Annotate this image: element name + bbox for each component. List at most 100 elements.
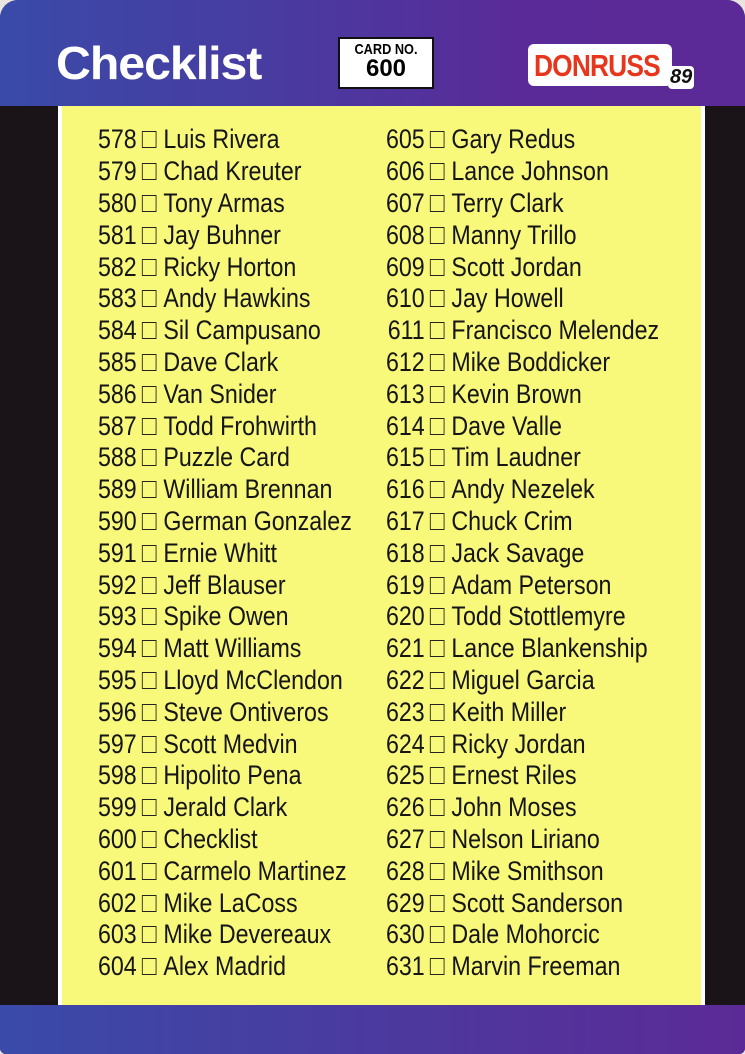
card-number: 582 xyxy=(97,251,137,282)
card-number: 617 xyxy=(385,505,425,536)
player-name: Todd Stottlemyre xyxy=(451,601,626,632)
checkbox xyxy=(429,131,445,149)
player-name: Francisco Melendez xyxy=(451,315,660,346)
card-number: 616 xyxy=(385,474,425,505)
checkbox xyxy=(141,512,157,530)
player-name: Ricky Horton xyxy=(163,251,297,282)
checklist-panel xyxy=(58,106,705,1006)
checkbox xyxy=(141,830,157,848)
card-number: 595 xyxy=(97,664,137,695)
checkbox xyxy=(429,671,445,689)
player-name: Adam Peterson xyxy=(451,569,612,600)
card-number: 624 xyxy=(385,728,425,759)
player-name: Keith Miller xyxy=(451,696,567,727)
checkbox xyxy=(429,703,445,721)
checkbox xyxy=(429,958,445,976)
checklist-item: 587 Todd Frohwirth xyxy=(92,410,352,442)
checklist-item: 588 Puzzle Card xyxy=(92,442,352,474)
player-name: Dale Mohorcic xyxy=(451,919,600,950)
card-number: 628 xyxy=(385,855,425,886)
player-name: Gary Redus xyxy=(451,124,576,155)
checkbox xyxy=(141,194,157,212)
checklist-item: 605 Gary Redus xyxy=(380,124,659,156)
checklist-item: 592 Jeff Blauser xyxy=(92,569,352,601)
card-number: 591 xyxy=(97,537,137,568)
player-name: Andy Nezelek xyxy=(451,474,595,505)
card-header: Checklist CARD NO. 600 DONRUSS 89 xyxy=(0,0,745,106)
checklist-item: 583 Andy Hawkins xyxy=(92,283,352,315)
player-name: Scott Medvin xyxy=(163,728,298,759)
card-number: 605 xyxy=(385,124,425,155)
checkbox xyxy=(141,290,157,308)
player-name: Jack Savage xyxy=(451,537,585,568)
card-number: 630 xyxy=(385,919,425,950)
card-number: 608 xyxy=(385,219,425,250)
checkbox xyxy=(141,862,157,880)
player-name: Jeff Blauser xyxy=(163,569,286,600)
card-number: 631 xyxy=(385,951,425,982)
player-name: Scott Sanderson xyxy=(451,887,624,918)
donruss-logo: DONRUSS 89 xyxy=(528,44,695,89)
card-number: 603 xyxy=(97,919,137,950)
checklist-item: 596 Steve Ontiveros xyxy=(92,696,352,728)
player-name: Ernest Riles xyxy=(451,760,577,791)
player-name: Lance Johnson xyxy=(451,156,609,187)
card-number: 613 xyxy=(385,378,425,409)
checklist-item: 579 Chad Kreuter xyxy=(92,156,352,188)
player-name: Dave Clark xyxy=(163,346,279,377)
player-name: German Gonzalez xyxy=(163,505,352,536)
card-number: 592 xyxy=(97,569,137,600)
checkbox xyxy=(141,417,157,435)
card-number: 602 xyxy=(97,887,137,918)
checklist-left-column: 578 Luis Rivera 579 Chad Kreuter 580 Tony Arm… xyxy=(92,124,394,983)
checklist-item: 606 Lance Johnson xyxy=(380,156,659,188)
checkbox xyxy=(141,703,157,721)
player-name: Kevin Brown xyxy=(451,378,582,409)
checkbox xyxy=(429,512,445,530)
player-name: Andy Hawkins xyxy=(163,283,311,314)
checkbox xyxy=(429,830,445,848)
checklist-item: 595 Lloyd McClendon xyxy=(92,665,352,697)
checklist-item: 580 Tony Armas xyxy=(92,188,352,220)
player-name: Mike LaCoss xyxy=(163,887,298,918)
checklist-item: 627 Nelson Liriano xyxy=(380,824,659,856)
player-name: Hipolito Pena xyxy=(163,760,302,791)
card-number: 606 xyxy=(385,156,425,187)
card-number: 599 xyxy=(97,792,137,823)
card-number: 607 xyxy=(385,187,425,218)
checklist-item: 618 Jack Savage xyxy=(380,537,659,569)
card-number: 590 xyxy=(97,505,137,536)
checkbox xyxy=(141,226,157,244)
player-name: Mike Boddicker xyxy=(451,346,611,377)
checkbox xyxy=(141,322,157,340)
checkbox xyxy=(429,385,445,403)
checklist-item: 597 Scott Medvin xyxy=(92,728,352,760)
checklist-item: 593 Spike Owen xyxy=(92,601,352,633)
checkbox xyxy=(141,544,157,562)
checkbox xyxy=(141,640,157,658)
player-name: Chuck Crim xyxy=(451,505,573,536)
checklist-item: 608 Manny Trillo xyxy=(380,219,659,251)
card-number: 618 xyxy=(385,537,425,568)
card-number: 615 xyxy=(385,442,425,473)
player-name: Tony Armas xyxy=(163,187,285,218)
checklist-item: 590 German Gonzalez xyxy=(92,506,352,538)
player-name: Alex Madrid xyxy=(163,951,286,982)
checklist-item: 609 Scott Jordan xyxy=(380,251,659,283)
card-number: 601 xyxy=(97,855,137,886)
card-number: 611 xyxy=(387,315,425,346)
card-number: 609 xyxy=(385,251,425,282)
checkbox xyxy=(141,799,157,817)
checkbox xyxy=(141,481,157,499)
card-number: 586 xyxy=(97,378,137,409)
checklist-item: 586 Van Snider xyxy=(92,378,352,410)
player-name: Spike Owen xyxy=(163,601,289,632)
checklist-item: 628 Mike Smithson xyxy=(380,855,659,887)
card-number: 594 xyxy=(97,633,137,664)
checkbox xyxy=(429,640,445,658)
card-number: 626 xyxy=(385,792,425,823)
card-number: 629 xyxy=(385,887,425,918)
checklist-item: 631 Marvin Freeman xyxy=(380,951,659,983)
checklist-item: 630 Dale Mohorcic xyxy=(380,919,659,951)
